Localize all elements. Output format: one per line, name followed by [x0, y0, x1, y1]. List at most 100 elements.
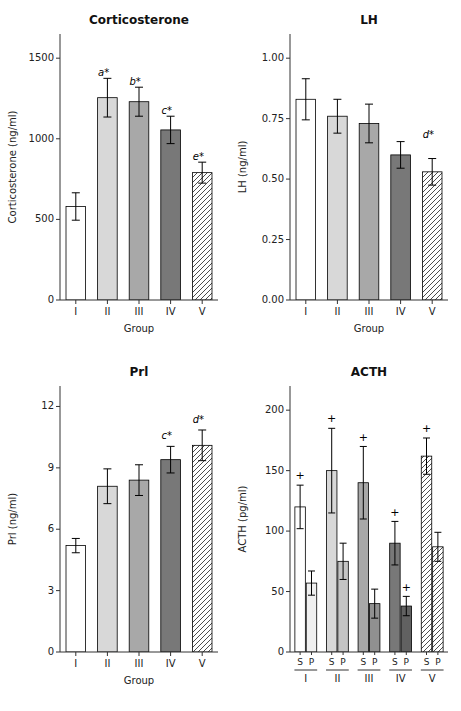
- series-tick-label: S: [297, 657, 303, 667]
- plot-area: [296, 79, 442, 300]
- series-tick-label: S: [360, 657, 366, 667]
- title: Corticosterone: [89, 13, 189, 27]
- error-bar: [167, 446, 175, 473]
- error-cap: [198, 183, 206, 184]
- annotation: +: [390, 506, 399, 519]
- error-stem: [369, 104, 370, 143]
- error-bar: [198, 430, 206, 461]
- bar: [66, 206, 86, 300]
- error-cap: [328, 428, 335, 429]
- x-tick: [400, 300, 401, 304]
- bar: [296, 99, 316, 300]
- bar: [98, 486, 118, 652]
- error-cap: [397, 168, 405, 169]
- y-tick-label: 0: [48, 294, 54, 305]
- error-cap: [403, 596, 410, 597]
- x-tick-label: V: [199, 658, 206, 669]
- x-tick-label: V: [199, 306, 206, 317]
- x-tick: [170, 300, 171, 304]
- error-stem: [202, 430, 203, 461]
- series-tick-label: P: [309, 657, 315, 667]
- y-tick: [56, 300, 60, 301]
- error-stem: [394, 521, 395, 565]
- group-underline: [294, 670, 317, 671]
- error-cap: [308, 595, 315, 596]
- error-bar: [72, 193, 80, 220]
- title: Prl: [130, 365, 149, 379]
- error-cap: [72, 552, 80, 553]
- y-axis: [290, 34, 291, 300]
- bar: [422, 172, 442, 300]
- bar: [421, 456, 431, 652]
- x-tick: [369, 300, 370, 304]
- bar: [161, 130, 181, 300]
- y-tick: [286, 58, 290, 59]
- x-tick-label: I: [74, 658, 77, 669]
- error-stem: [363, 446, 364, 519]
- plot-area: [295, 428, 443, 652]
- error-stem: [305, 79, 306, 120]
- x-tick: [170, 652, 171, 656]
- y-tick: [286, 410, 290, 411]
- y-axis-label: ACTH (pg/ml): [237, 485, 248, 552]
- y-tick-label: 12: [41, 400, 54, 411]
- error-cap: [135, 495, 143, 496]
- annotation: +: [402, 581, 411, 594]
- error-bar: [365, 104, 373, 143]
- error-stem: [343, 543, 344, 579]
- error-bar: [340, 543, 347, 579]
- group-label: II: [334, 673, 340, 684]
- x-tick-label: III: [135, 658, 144, 669]
- group-underline: [358, 670, 381, 671]
- error-bar: [328, 428, 335, 513]
- x-tick: [139, 300, 140, 304]
- error-cap: [340, 579, 347, 580]
- error-stem: [311, 571, 312, 595]
- series-tick-label: P: [435, 657, 441, 667]
- error-bar: [167, 116, 175, 143]
- x-tick-label: V: [429, 306, 436, 317]
- y-tick-label: 0: [48, 646, 54, 657]
- error-cap: [167, 446, 175, 447]
- group-label: III: [365, 673, 374, 684]
- y-tick-label: 3: [48, 585, 54, 596]
- bar: [433, 547, 443, 652]
- y-tick-label: 1000: [29, 133, 54, 144]
- y-tick: [286, 531, 290, 532]
- x-tick: [343, 652, 344, 655]
- y-tick-label: 0.25: [262, 234, 284, 245]
- x-tick: [331, 652, 332, 655]
- x-tick: [139, 652, 140, 656]
- x-tick: [437, 652, 438, 655]
- plot-area: [66, 78, 212, 300]
- error-bar: [391, 521, 398, 565]
- x-tick: [75, 300, 76, 304]
- annotation: c*: [162, 430, 173, 441]
- error-bar: [135, 87, 143, 116]
- error-stem: [406, 596, 407, 615]
- error-cap: [135, 464, 143, 465]
- error-cap: [103, 78, 111, 79]
- bar: [161, 460, 181, 652]
- y-tick: [286, 300, 290, 301]
- panel: 036912IIIIIIIVVc*d*PrlPrl (ng/ml)Group: [7, 365, 218, 686]
- error-stem: [437, 532, 438, 561]
- x-tick: [363, 652, 364, 655]
- y-axis: [60, 386, 61, 652]
- bar: [66, 546, 86, 652]
- x-tick: [406, 652, 407, 655]
- error-bar: [103, 469, 111, 504]
- annotation: d*: [193, 414, 204, 425]
- x-tick-label: IV: [166, 658, 176, 669]
- y-tick-label: 1.00: [262, 52, 284, 63]
- bar: [129, 102, 149, 300]
- y-axis-label: Prl (ng/ml): [7, 493, 18, 545]
- error-stem: [107, 78, 108, 117]
- x-tick: [374, 652, 375, 655]
- x-tick: [311, 652, 312, 655]
- series-tick-label: S: [424, 657, 430, 667]
- y-tick: [56, 529, 60, 530]
- error-cap: [103, 117, 111, 118]
- error-cap: [365, 104, 373, 105]
- x-tick-label: III: [135, 306, 144, 317]
